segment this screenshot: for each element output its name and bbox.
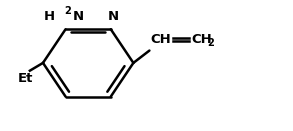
Text: H: H <box>44 10 55 23</box>
Text: 2: 2 <box>207 38 214 48</box>
Text: Et: Et <box>18 72 33 85</box>
Text: N: N <box>108 10 119 23</box>
Text: N: N <box>73 10 84 23</box>
Text: 2: 2 <box>64 6 71 16</box>
Text: CH: CH <box>151 33 172 46</box>
Text: CH: CH <box>191 33 212 46</box>
